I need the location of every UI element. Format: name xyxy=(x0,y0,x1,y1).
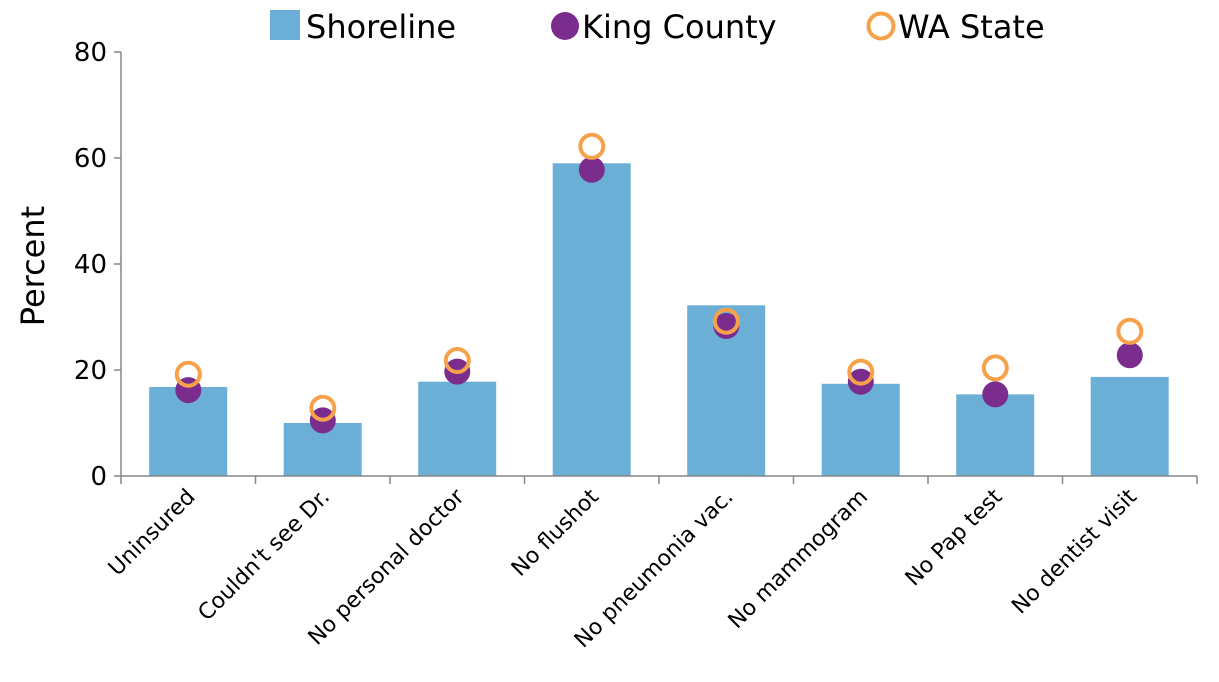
legend-label-shoreline: Shoreline xyxy=(306,8,456,46)
y-tick-label: 80 xyxy=(74,38,107,68)
marker-wa-state-couldn-t-see-dr xyxy=(309,394,337,422)
marker-wa-state-no-pneumonia-vac xyxy=(712,307,740,335)
marker-wa-state-no-personal-doctor xyxy=(443,347,471,374)
x-tick-label-no-mammogram: No mammogram xyxy=(724,485,873,634)
y-axis-title: Percent xyxy=(14,206,52,326)
marker-king-county-no-pap-test xyxy=(982,381,1009,408)
marker-wa-state-no-mammogram xyxy=(847,358,875,386)
bar-shoreline-no-flushot xyxy=(552,163,631,477)
y-tick-label: 60 xyxy=(74,144,107,174)
y-tick-label: 0 xyxy=(90,462,107,492)
bar-shoreline-no-mammogram xyxy=(821,383,900,476)
marker-wa-state-no-dentist-visit xyxy=(1116,317,1144,345)
x-tick-label-no-dentist-visit: No dentist visit xyxy=(1007,484,1142,619)
legend: Shoreline King County WA State xyxy=(270,8,1045,46)
bar-shoreline-no-personal-doctor xyxy=(418,381,497,476)
legend-swatch-shoreline xyxy=(270,10,300,40)
marker-king-county-no-flushot xyxy=(578,156,605,183)
marker-wa-state-no-pap-test xyxy=(981,354,1009,382)
axes xyxy=(120,52,1198,484)
legend-label-king-county: King County xyxy=(582,8,777,46)
x-tick-label-no-flushot: No flushot xyxy=(507,484,604,581)
x-tick-label-no-pap-test: No Pap test xyxy=(901,484,1008,591)
bar-shoreline-no-dentist-visit xyxy=(1090,376,1169,476)
markers xyxy=(174,132,1144,434)
x-tick-label-no-personal-doctor: No personal doctor xyxy=(304,484,471,651)
marker-wa-state-no-flushot xyxy=(578,132,606,160)
y-tick-label: 20 xyxy=(74,356,107,386)
y-axis-ticks: 0 20 40 60 80 xyxy=(74,38,121,492)
legend-marker-wa-state xyxy=(866,11,896,41)
y-tick-label: 40 xyxy=(74,250,107,280)
marker-king-county-no-dentist-visit xyxy=(1116,342,1143,369)
marker-wa-state-uninsured xyxy=(174,360,202,388)
legend-marker-king-county xyxy=(551,12,579,40)
bar-shoreline-no-pap-test xyxy=(956,394,1035,476)
x-tick-label-uninsured: Uninsured xyxy=(104,485,201,582)
legend-label-wa-state: WA State xyxy=(898,8,1045,46)
bars xyxy=(149,163,1169,477)
x-tick-label-couldn-t-see-dr: Couldn't see Dr. xyxy=(194,485,335,626)
